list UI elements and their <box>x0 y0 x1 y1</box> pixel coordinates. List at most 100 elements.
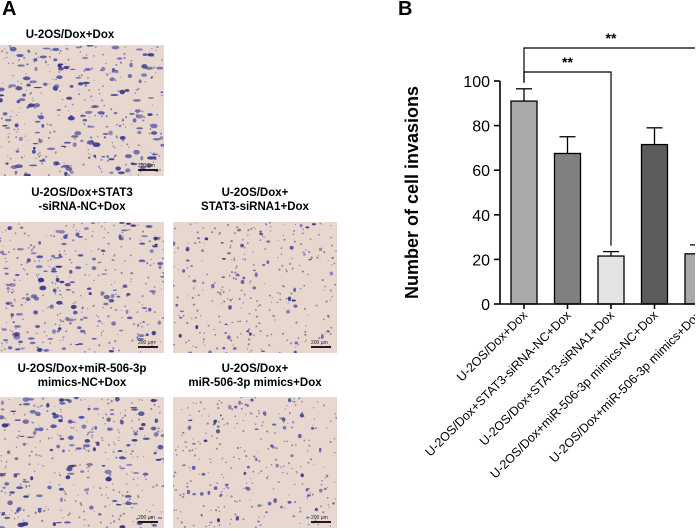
pore-dot <box>240 332 242 335</box>
stained-cell <box>260 350 266 353</box>
pore-dot <box>249 297 252 300</box>
pore-dot <box>33 60 35 63</box>
pore-dot <box>27 234 30 237</box>
pore-dot <box>9 157 12 160</box>
pore-dot <box>254 526 257 528</box>
pore-dot <box>255 325 258 328</box>
pore-dot <box>115 308 118 312</box>
pore-dot <box>12 111 14 113</box>
pore-dot <box>42 294 45 297</box>
pore-dot <box>99 487 102 490</box>
pore-dot <box>141 163 144 166</box>
stained-cell <box>124 501 133 506</box>
pore-dot <box>141 304 143 306</box>
pore-dot <box>44 60 46 62</box>
pore-dot <box>45 234 47 236</box>
pore-dot <box>285 270 288 273</box>
stained-cell <box>70 304 77 309</box>
pore-dot <box>252 251 254 253</box>
pore-dot <box>49 70 51 72</box>
pore-dot <box>304 249 307 251</box>
pore-dot <box>48 265 50 268</box>
pore-dot <box>242 239 244 241</box>
pore-dot <box>115 123 118 126</box>
pore-dot <box>88 348 91 350</box>
stained-cell <box>22 76 31 81</box>
pore-dot <box>235 278 238 281</box>
stained-cell <box>18 136 23 141</box>
pore-dot <box>182 314 185 317</box>
pore-dot <box>226 495 228 497</box>
stained-cell <box>203 439 208 443</box>
pore-dot <box>191 449 194 452</box>
stained-cell <box>59 402 66 405</box>
pore-dot <box>52 79 54 81</box>
stained-cell <box>52 329 56 334</box>
pore-dot <box>6 56 8 59</box>
pore-dot <box>122 512 125 515</box>
stained-cell <box>246 465 250 469</box>
pore-dot <box>238 297 241 301</box>
pore-dot <box>101 322 103 324</box>
pore-dot <box>59 319 61 321</box>
stained-cell <box>56 109 62 111</box>
stained-cell <box>248 332 252 336</box>
pore-dot <box>132 478 135 481</box>
pore-dot <box>242 419 245 422</box>
stained-cell <box>49 448 54 452</box>
stained-cell <box>208 350 212 353</box>
stained-cell <box>27 103 35 108</box>
stained-cell <box>145 333 149 337</box>
stained-cell <box>100 291 104 296</box>
pore-dot <box>138 399 141 401</box>
stained-cell <box>52 288 57 293</box>
pore-dot <box>21 297 24 300</box>
pore-dot <box>137 323 140 326</box>
stained-cell <box>52 522 57 526</box>
pore-dot <box>70 343 72 346</box>
pore-dot <box>235 267 237 269</box>
pore-dot <box>131 506 134 509</box>
pore-dot <box>122 235 124 237</box>
pore-dot <box>140 162 143 165</box>
pore-dot <box>138 301 140 304</box>
stained-cell <box>124 88 130 93</box>
pore-dot <box>175 509 178 511</box>
stained-cell <box>157 517 163 519</box>
pore-dot <box>240 397 243 399</box>
pore-dot <box>119 61 122 64</box>
pore-dot <box>8 399 10 401</box>
stained-cell <box>160 434 164 437</box>
pore-dot <box>196 309 199 312</box>
pore-dot <box>89 154 91 156</box>
stained-cell <box>118 222 125 225</box>
pore-dot <box>282 285 285 288</box>
pore-dot <box>267 448 270 450</box>
stained-cell <box>53 87 58 91</box>
pore-dot <box>291 267 294 270</box>
pore-dot <box>291 257 293 260</box>
pore-dot <box>107 242 110 245</box>
stained-cell <box>39 55 47 59</box>
stained-cell <box>18 340 23 344</box>
stained-cell <box>0 250 5 255</box>
pore-dot <box>231 298 233 300</box>
pore-dot <box>60 509 62 511</box>
pore-dot <box>258 410 260 412</box>
pore-dot <box>64 492 67 496</box>
stained-cell <box>122 284 128 288</box>
pore-dot <box>114 79 117 82</box>
pore-dot <box>61 238 63 240</box>
pore-dot <box>15 114 18 116</box>
pore-dot <box>118 349 120 352</box>
stained-cell <box>88 292 92 296</box>
pore-dot <box>334 413 336 415</box>
pore-dot <box>22 509 25 512</box>
pore-dot <box>303 252 306 254</box>
pore-dot <box>307 523 310 526</box>
pore-dot <box>123 52 126 55</box>
stained-cell <box>4 118 12 122</box>
pore-dot <box>58 472 60 474</box>
pore-dot <box>110 522 112 525</box>
pore-dot <box>15 328 17 330</box>
